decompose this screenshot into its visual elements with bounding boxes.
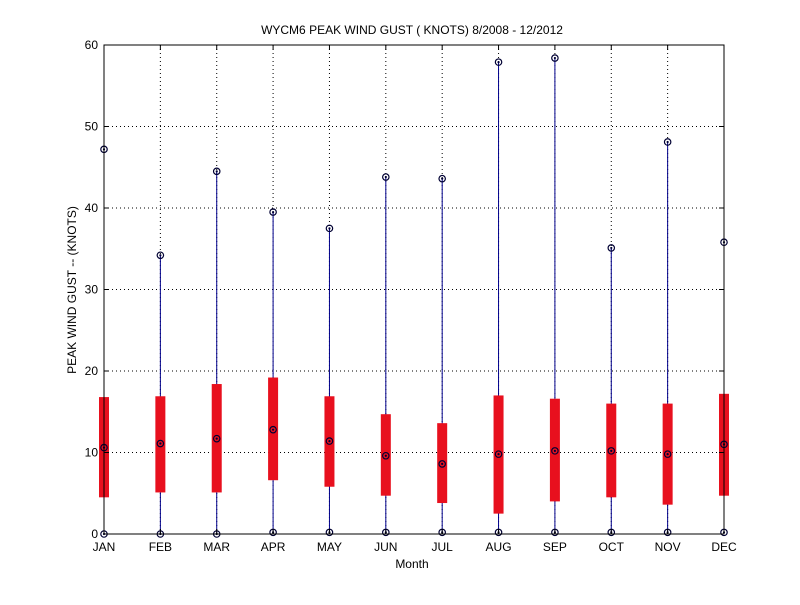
max-marker-nov	[663, 138, 672, 146]
y-tick-label: 30	[85, 283, 99, 297]
x-tick-label-jun: JUN	[374, 540, 397, 554]
max-marker-feb	[156, 251, 165, 260]
box-aug	[493, 58, 504, 537]
median-marker-jun	[382, 451, 390, 460]
max-marker-aug	[494, 58, 503, 66]
max-marker-jun	[382, 173, 390, 181]
median-marker-oct	[607, 447, 616, 455]
median-marker-dot-nov	[666, 453, 669, 456]
box-jul	[437, 174, 448, 537]
median-marker-dot-sep	[553, 449, 557, 452]
y-tick-label: 10	[85, 446, 99, 460]
median-marker-jul	[438, 460, 446, 468]
x-tick-label-jan: JAN	[93, 540, 116, 554]
y-tick-label: 50	[85, 120, 99, 134]
max-marker-mar	[212, 167, 221, 176]
y-axis-label: PEAK WIND GUST -- (KNOTS)	[65, 206, 79, 374]
max-marker-may	[325, 224, 334, 233]
max-marker-dot-aug	[497, 61, 500, 64]
x-tick-label-mar: MAR	[203, 540, 230, 554]
x-tick-label-feb: FEB	[149, 540, 172, 554]
box-sep	[549, 54, 560, 537]
max-marker-apr	[269, 208, 277, 216]
median-marker-feb	[156, 439, 165, 448]
max-marker-dot-jul	[441, 177, 444, 180]
x-tick-label-oct: OCT	[599, 540, 625, 554]
x-tick-label-dec: DEC	[711, 540, 737, 554]
x-tick-label-apr: APR	[261, 540, 286, 554]
median-marker-mar	[212, 434, 221, 443]
max-marker-dot-oct	[610, 246, 613, 250]
median-marker-dot-feb	[159, 442, 162, 445]
x-tick-label-aug: AUG	[486, 540, 512, 554]
median-marker-dot-oct	[610, 449, 613, 452]
max-marker-jul	[438, 174, 446, 183]
y-tick-label: 40	[85, 201, 99, 215]
x-tick-label-sep: SEP	[543, 540, 567, 554]
x-tick-label-jul: JUL	[432, 540, 454, 554]
median-marker-dot-aug	[497, 453, 500, 456]
median-marker-aug	[494, 450, 503, 458]
max-marker-dot-feb	[159, 254, 162, 257]
max-marker-dot-sep	[553, 56, 557, 60]
y-tick-label: 60	[85, 38, 99, 52]
median-marker-dot-jul	[441, 462, 444, 466]
max-marker-dot-jun	[384, 175, 387, 179]
median-marker-may	[325, 437, 334, 445]
max-marker-sep	[551, 54, 559, 62]
median-marker-apr	[269, 425, 277, 434]
median-marker-sep	[551, 447, 559, 455]
median-marker-dot-jun	[384, 454, 387, 457]
box-may	[324, 224, 335, 537]
max-marker-dot-mar	[215, 170, 218, 173]
y-tick-label: 0	[91, 527, 98, 541]
x-tick-label-nov: NOV	[655, 540, 681, 554]
box-oct	[606, 244, 617, 537]
median-marker-dot-mar	[215, 437, 218, 440]
max-marker-dot-may	[328, 227, 331, 230]
max-marker-dot-apr	[271, 210, 275, 214]
median-marker-dot-may	[328, 439, 331, 443]
max-marker-oct	[607, 244, 616, 252]
max-marker-dot-nov	[666, 140, 669, 144]
axis-layer: 0 10 20 30 40 50 60 JAN FEB MAR APR MAY JUN JUL AUG SEP…	[85, 38, 737, 554]
box-nov	[662, 138, 673, 537]
chart-title: WYCM6 PEAK WIND GUST ( KNOTS) 8/2008 - 1…	[261, 23, 563, 37]
y-tick-label: 20	[85, 364, 99, 378]
median-marker-nov	[663, 450, 672, 458]
x-axis-label: Month	[395, 557, 428, 571]
median-marker-dot-apr	[271, 428, 275, 431]
x-tick-label-may: MAY	[317, 540, 342, 554]
